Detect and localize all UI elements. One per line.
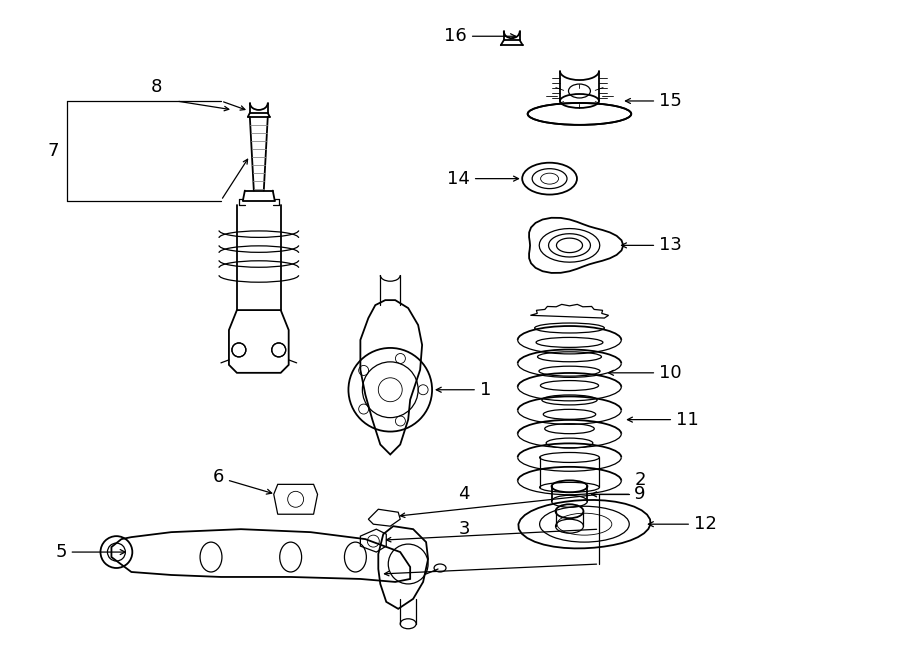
- Text: 3: 3: [458, 520, 470, 538]
- Text: 1: 1: [436, 381, 491, 399]
- Text: 9: 9: [591, 485, 645, 503]
- Text: 12: 12: [648, 515, 716, 533]
- Text: 5: 5: [55, 543, 125, 561]
- Text: 11: 11: [627, 410, 698, 428]
- Text: 6: 6: [212, 469, 272, 494]
- Text: 4: 4: [458, 485, 470, 503]
- Text: 8: 8: [150, 78, 162, 96]
- Text: 7: 7: [47, 141, 58, 160]
- Text: 10: 10: [608, 364, 681, 382]
- Text: 15: 15: [626, 92, 682, 110]
- Text: 14: 14: [447, 170, 518, 188]
- Text: 13: 13: [622, 237, 682, 254]
- Text: 2: 2: [634, 471, 645, 489]
- Text: 16: 16: [445, 27, 516, 45]
